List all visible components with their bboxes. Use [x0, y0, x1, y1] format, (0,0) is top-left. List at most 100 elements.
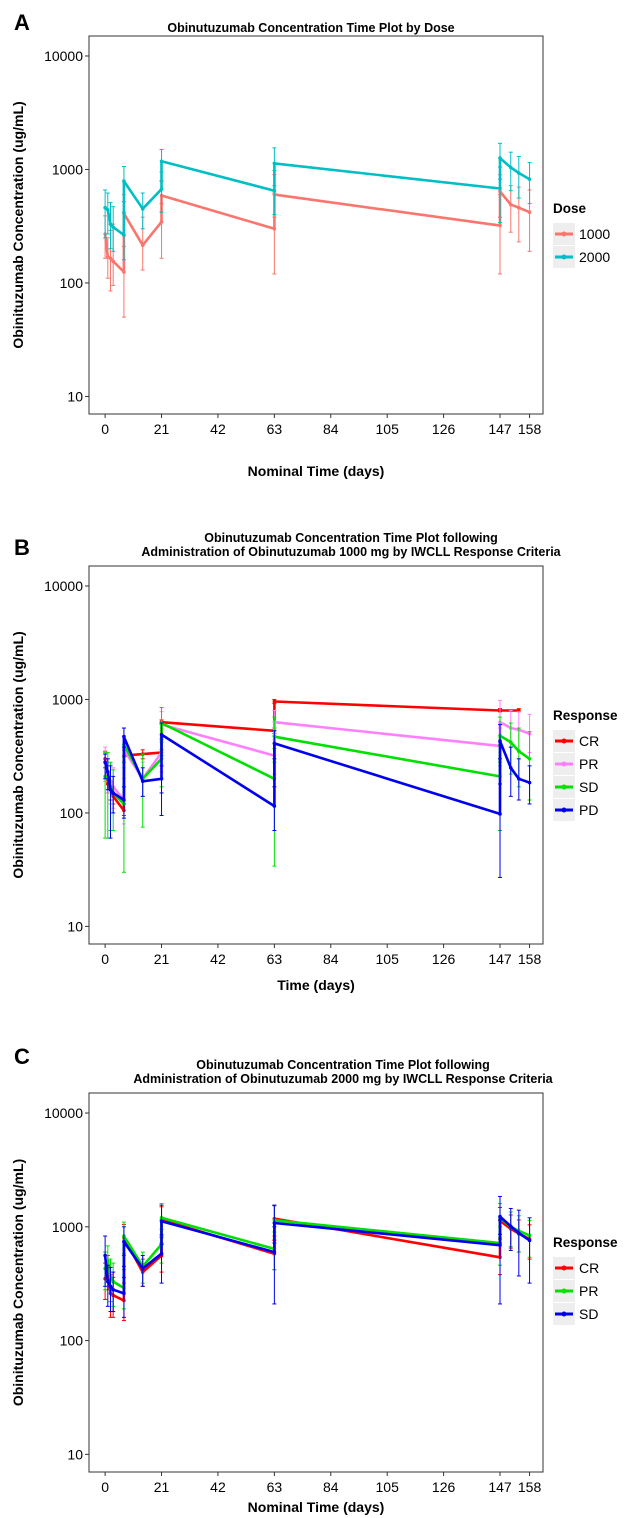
- legend-key-point: [561, 1288, 567, 1294]
- data-point: [106, 770, 110, 774]
- data-point: [272, 1221, 277, 1225]
- legend-entry-label: SD: [579, 779, 598, 795]
- data-point: [272, 804, 277, 808]
- data-point: [111, 1287, 115, 1292]
- plot-area: [88, 35, 544, 415]
- data-point: [103, 205, 107, 210]
- series-line: [103, 733, 531, 816]
- data-point: [140, 207, 145, 211]
- y-tick-label: 1000: [52, 691, 83, 707]
- x-tick-label: 0: [101, 1479, 109, 1495]
- y-tick-label: 100: [60, 805, 84, 821]
- series-2000: [103, 142, 532, 261]
- x-tick-label: 63: [267, 951, 283, 967]
- data-point: [159, 159, 164, 164]
- x-axis-label: Nominal Time (days): [248, 1499, 385, 1515]
- x-tick-label: 105: [376, 1479, 400, 1495]
- data-point: [111, 259, 115, 264]
- y-axis-label: Obinituzumab Concentration (ug/mL): [10, 101, 26, 348]
- x-tick-label: 158: [518, 951, 542, 967]
- legend: Dose 1000 2000: [553, 201, 610, 268]
- x-tick-label: 0: [101, 951, 109, 967]
- data-point: [272, 699, 277, 704]
- y-tick-label: 10000: [44, 1105, 83, 1121]
- plot-area: [88, 1092, 544, 1473]
- data-point: [508, 202, 513, 207]
- legend-key-point: [561, 784, 567, 790]
- data-point: [159, 732, 164, 737]
- data-point: [106, 254, 110, 259]
- data-point: [498, 1214, 502, 1219]
- data-point: [498, 223, 502, 228]
- x-axis-label: Time (days): [277, 977, 355, 993]
- data-point: [498, 739, 502, 743]
- x-tick-label: 84: [323, 421, 339, 437]
- chart-title-line: Obinutuzumab Concentration Time Plot by …: [167, 21, 454, 35]
- chart-title-line: Administration of Obinutuzumab 1000 mg b…: [141, 545, 561, 559]
- x-tick-label: 126: [432, 421, 456, 437]
- chart-panel-c: C Obinutuzumab Concentration Time Plot fo…: [10, 1044, 618, 1515]
- data-point: [122, 270, 126, 274]
- y-tick-label: 1000: [52, 1219, 83, 1235]
- legend-key-point: [561, 807, 567, 813]
- data-point: [272, 1250, 277, 1254]
- data-point: [140, 779, 145, 784]
- legend-entry-label: SD: [579, 1306, 598, 1322]
- data-point: [111, 225, 115, 229]
- legend-title: Response: [553, 708, 618, 723]
- panel-label: A: [14, 10, 30, 35]
- x-tick-label: 158: [518, 1479, 542, 1495]
- data-point: [508, 165, 513, 170]
- data-point: [108, 787, 113, 792]
- x-tick-label: 42: [210, 951, 226, 967]
- legend-key-point: [561, 231, 567, 237]
- data-point: [122, 233, 126, 237]
- chart-panel-a: A Obinutuzumab Concentration Time Plot by…: [10, 10, 610, 479]
- legend-key-point: [561, 738, 567, 744]
- x-tick-label: 21: [154, 951, 170, 967]
- legend-key-point: [561, 1311, 567, 1317]
- y-axis-label: Obinituzumab Concentration (ug/mL): [10, 631, 26, 878]
- data-point: [122, 1239, 126, 1244]
- chart-title-line: Administration of Obinutuzumab 2000 mg b…: [133, 1072, 553, 1086]
- data-point: [498, 812, 502, 816]
- data-point: [103, 760, 107, 764]
- x-tick-label: 42: [210, 1479, 226, 1495]
- y-tick-label: 100: [60, 1333, 84, 1349]
- data-point: [517, 205, 521, 210]
- legend: Response CR PR SD PD: [553, 708, 618, 821]
- data-point: [272, 741, 277, 746]
- legend-entry-label: 1000: [579, 226, 610, 242]
- data-point: [108, 256, 113, 261]
- y-tick-label: 100: [60, 275, 84, 291]
- x-tick-label: 158: [518, 421, 542, 437]
- data-point: [159, 1219, 164, 1224]
- data-point: [498, 186, 502, 191]
- data-point: [108, 1284, 113, 1289]
- y-tick-label: 10000: [44, 578, 83, 594]
- data-point: [122, 179, 126, 183]
- y-tick-label: 10000: [44, 48, 83, 64]
- x-tick-label: 63: [267, 1479, 283, 1495]
- x-tick-label: 84: [323, 1479, 339, 1495]
- legend-entry-label: 2000: [579, 249, 610, 265]
- series-pd: [103, 722, 532, 878]
- x-tick-label: 126: [432, 951, 456, 967]
- data-point: [527, 1238, 532, 1243]
- x-tick-label: 42: [210, 421, 226, 437]
- panel-label: C: [14, 1044, 30, 1069]
- data-point: [103, 1253, 107, 1258]
- data-point: [140, 243, 145, 248]
- y-tick-label: 10: [67, 388, 83, 404]
- data-point: [122, 734, 126, 739]
- data-point: [159, 187, 164, 191]
- data-point: [527, 780, 532, 785]
- x-tick-label: 21: [154, 1479, 170, 1495]
- panel-label: B: [14, 535, 30, 560]
- data-point: [122, 1291, 126, 1296]
- data-point: [527, 756, 532, 761]
- x-tick-label: 0: [101, 421, 109, 437]
- legend-entry-label: CR: [579, 1260, 599, 1276]
- series-sd: [103, 1195, 532, 1318]
